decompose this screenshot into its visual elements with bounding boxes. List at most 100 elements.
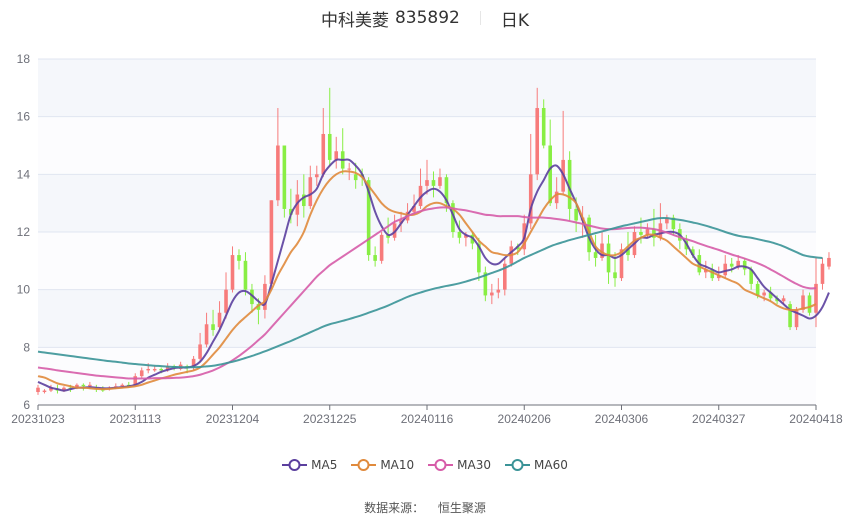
- candle-body[interactable]: [314, 174, 319, 178]
- candlestick-chart[interactable]: 6 8 10 12 14 16 18 20231023 20231113 20231204 2023…: [0, 0, 850, 450]
- candle-body[interactable]: [327, 133, 332, 160]
- candle-body[interactable]: [716, 275, 721, 279]
- candle-body[interactable]: [794, 309, 799, 328]
- candle-body[interactable]: [302, 194, 306, 207]
- candle-body[interactable]: [42, 390, 47, 393]
- candle-body[interactable]: [645, 229, 650, 235]
- candle-body[interactable]: [814, 283, 818, 313]
- legend-item-ma60[interactable]: MA60: [505, 458, 568, 472]
- candle-body[interactable]: [496, 289, 501, 293]
- candle-body[interactable]: [308, 177, 313, 207]
- candle-body[interactable]: [626, 249, 630, 256]
- candle-body[interactable]: [619, 249, 624, 279]
- candle-body[interactable]: [554, 191, 559, 204]
- candle-body[interactable]: [710, 269, 715, 279]
- candle-body[interactable]: [321, 133, 326, 175]
- candle-body[interactable]: [535, 108, 540, 175]
- candle-body[interactable]: [431, 180, 436, 186]
- candle-body[interactable]: [768, 292, 773, 299]
- candle-body[interactable]: [444, 177, 449, 204]
- candle-body[interactable]: [159, 368, 163, 371]
- candle-body[interactable]: [191, 358, 196, 368]
- candle-body[interactable]: [438, 177, 442, 186]
- candle-body[interactable]: [88, 384, 92, 387]
- candle-body[interactable]: [146, 368, 151, 371]
- candle-body[interactable]: [457, 232, 462, 238]
- candle-body[interactable]: [198, 344, 202, 359]
- candle-body[interactable]: [386, 234, 390, 238]
- candle-body[interactable]: [691, 249, 695, 256]
- candle-body[interactable]: [665, 217, 669, 224]
- candle-body[interactable]: [243, 260, 248, 290]
- candle-body[interactable]: [256, 304, 261, 310]
- candle-body[interactable]: [652, 229, 656, 238]
- candle-body[interactable]: [671, 217, 676, 230]
- candle-body[interactable]: [503, 263, 507, 290]
- candle-body[interactable]: [807, 295, 812, 313]
- candle-body[interactable]: [801, 295, 805, 310]
- candle-body[interactable]: [736, 260, 740, 267]
- candle-body[interactable]: [490, 292, 494, 296]
- candle-body[interactable]: [81, 384, 86, 387]
- candle-body[interactable]: [373, 255, 377, 261]
- candle-body[interactable]: [276, 145, 280, 201]
- candle-body[interactable]: [639, 232, 643, 235]
- candle-body[interactable]: [775, 298, 779, 302]
- candle-body[interactable]: [237, 255, 241, 261]
- candle-body[interactable]: [613, 272, 617, 279]
- candle-body[interactable]: [62, 387, 66, 391]
- candle-body[interactable]: [470, 234, 475, 244]
- candle-body[interactable]: [781, 298, 786, 302]
- candle-body[interactable]: [703, 269, 708, 273]
- legend-item-ma30[interactable]: MA30: [428, 458, 491, 472]
- candle-body[interactable]: [353, 174, 358, 181]
- candle-body[interactable]: [412, 206, 416, 212]
- candle-body[interactable]: [742, 260, 747, 270]
- candle-body[interactable]: [827, 257, 831, 267]
- candle-body[interactable]: [755, 283, 760, 296]
- candle-body[interactable]: [224, 289, 228, 313]
- candle-body[interactable]: [250, 289, 254, 305]
- candle-body[interactable]: [606, 243, 611, 273]
- candle-body[interactable]: [723, 263, 728, 276]
- candle-body[interactable]: [483, 272, 488, 296]
- candle-body[interactable]: [574, 208, 578, 221]
- candle-body[interactable]: [269, 200, 274, 284]
- candle-body[interactable]: [36, 387, 40, 393]
- candle-body[interactable]: [263, 283, 267, 310]
- legend-item-ma5[interactable]: MA5: [282, 458, 337, 472]
- candle-body[interactable]: [762, 292, 766, 296]
- candle-body[interactable]: [152, 368, 157, 371]
- candle-body[interactable]: [211, 324, 215, 331]
- candle-body[interactable]: [567, 159, 572, 209]
- candle-body[interactable]: [749, 269, 753, 284]
- candle-body[interactable]: [133, 376, 138, 385]
- candle-body[interactable]: [477, 243, 481, 273]
- candle-body[interactable]: [230, 255, 235, 290]
- candle-body[interactable]: [120, 384, 125, 387]
- candle-body[interactable]: [593, 252, 598, 258]
- candle-body[interactable]: [282, 145, 287, 209]
- candle-body[interactable]: [204, 324, 209, 345]
- candle-body[interactable]: [464, 234, 468, 238]
- candle-body[interactable]: [729, 263, 734, 267]
- candle-body[interactable]: [334, 151, 339, 160]
- candle-body[interactable]: [366, 180, 371, 256]
- candle-body[interactable]: [165, 366, 170, 371]
- candle-body[interactable]: [347, 168, 351, 170]
- candle-body[interactable]: [600, 243, 604, 258]
- candle-body[interactable]: [425, 180, 429, 186]
- candle-body[interactable]: [548, 145, 552, 204]
- candle-body[interactable]: [392, 223, 397, 238]
- candle-body[interactable]: [75, 384, 79, 388]
- candle-body[interactable]: [820, 263, 825, 284]
- legend-item-ma10[interactable]: MA10: [351, 458, 414, 472]
- candle-body[interactable]: [49, 387, 53, 391]
- candle-body[interactable]: [379, 234, 384, 261]
- candle-body[interactable]: [451, 203, 455, 232]
- candle-body[interactable]: [788, 304, 792, 328]
- candle-body[interactable]: [528, 174, 533, 224]
- candle-body[interactable]: [139, 370, 144, 377]
- candle-body[interactable]: [217, 312, 222, 328]
- candle-body[interactable]: [289, 208, 293, 215]
